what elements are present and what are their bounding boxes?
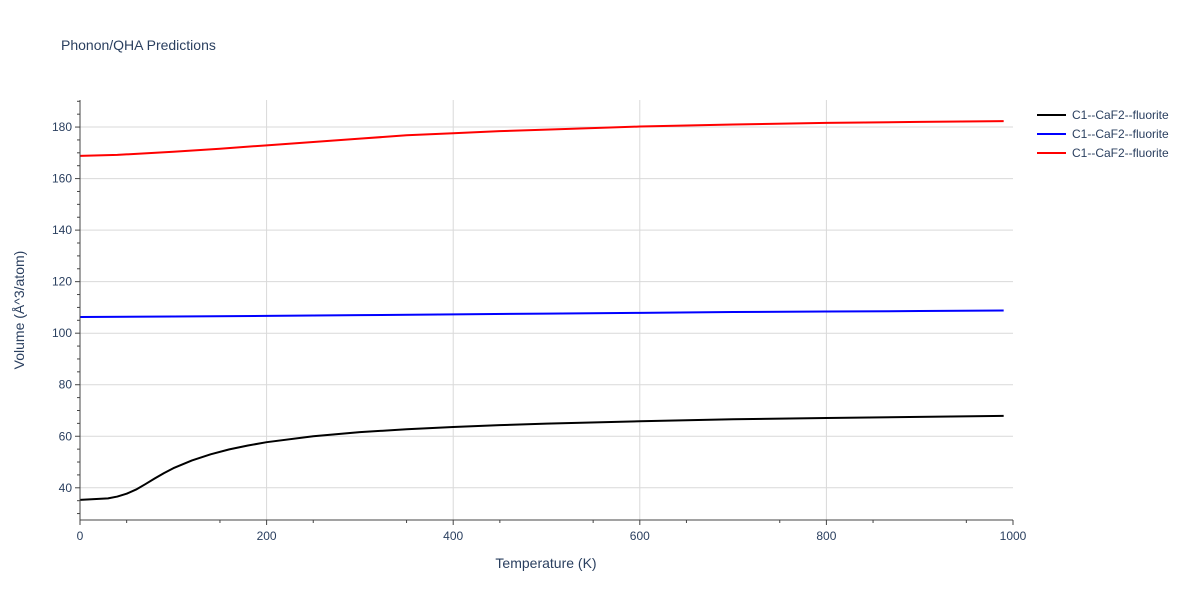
y-tick-label: 80 — [59, 378, 73, 392]
y-tick-label: 40 — [59, 481, 73, 495]
x-tick-label: 200 — [257, 529, 277, 543]
y-tick-label: 140 — [52, 223, 72, 237]
y-tick-label: 180 — [52, 120, 72, 134]
series-lines — [79, 120, 1004, 501]
x-tick-label: 400 — [443, 529, 463, 543]
series-line-3[interactable] — [79, 120, 1004, 157]
gridlines — [80, 100, 1013, 520]
x-tick-label: 0 — [77, 529, 84, 543]
axes — [79, 100, 1013, 521]
x-tick-label: 800 — [816, 529, 836, 543]
legend[interactable]: C1--CaF2--fluorite C1--CaF2--fluorite C1--… — [1037, 108, 1169, 160]
y-axis-title: Volume (Å^3/atom) — [11, 251, 27, 370]
legend-item-3[interactable]: C1--CaF2--fluorite — [1037, 146, 1169, 160]
ticks: 0 200 400 600 800 1000 40 60 80 100 120 140 160 180 — [52, 100, 1027, 543]
series-line-2[interactable] — [79, 309, 1004, 318]
y-tick-label: 120 — [52, 275, 72, 289]
legend-item-1[interactable]: C1--CaF2--fluorite — [1037, 108, 1169, 122]
legend-label: C1--CaF2--fluorite — [1072, 127, 1169, 141]
legend-item-2[interactable]: C1--CaF2--fluorite — [1037, 127, 1169, 141]
y-tick-label: 160 — [52, 172, 72, 186]
x-axis-title: Temperature (K) — [495, 555, 596, 571]
y-tick-label: 100 — [52, 326, 72, 340]
chart-title: Phonon/QHA Predictions — [61, 37, 216, 53]
series-line-1[interactable] — [79, 414, 1004, 501]
legend-label: C1--CaF2--fluorite — [1072, 108, 1169, 122]
legend-label: C1--CaF2--fluorite — [1072, 146, 1169, 160]
y-tick-label: 60 — [59, 429, 73, 443]
x-tick-label: 1000 — [1000, 529, 1027, 543]
x-tick-label: 600 — [630, 529, 650, 543]
